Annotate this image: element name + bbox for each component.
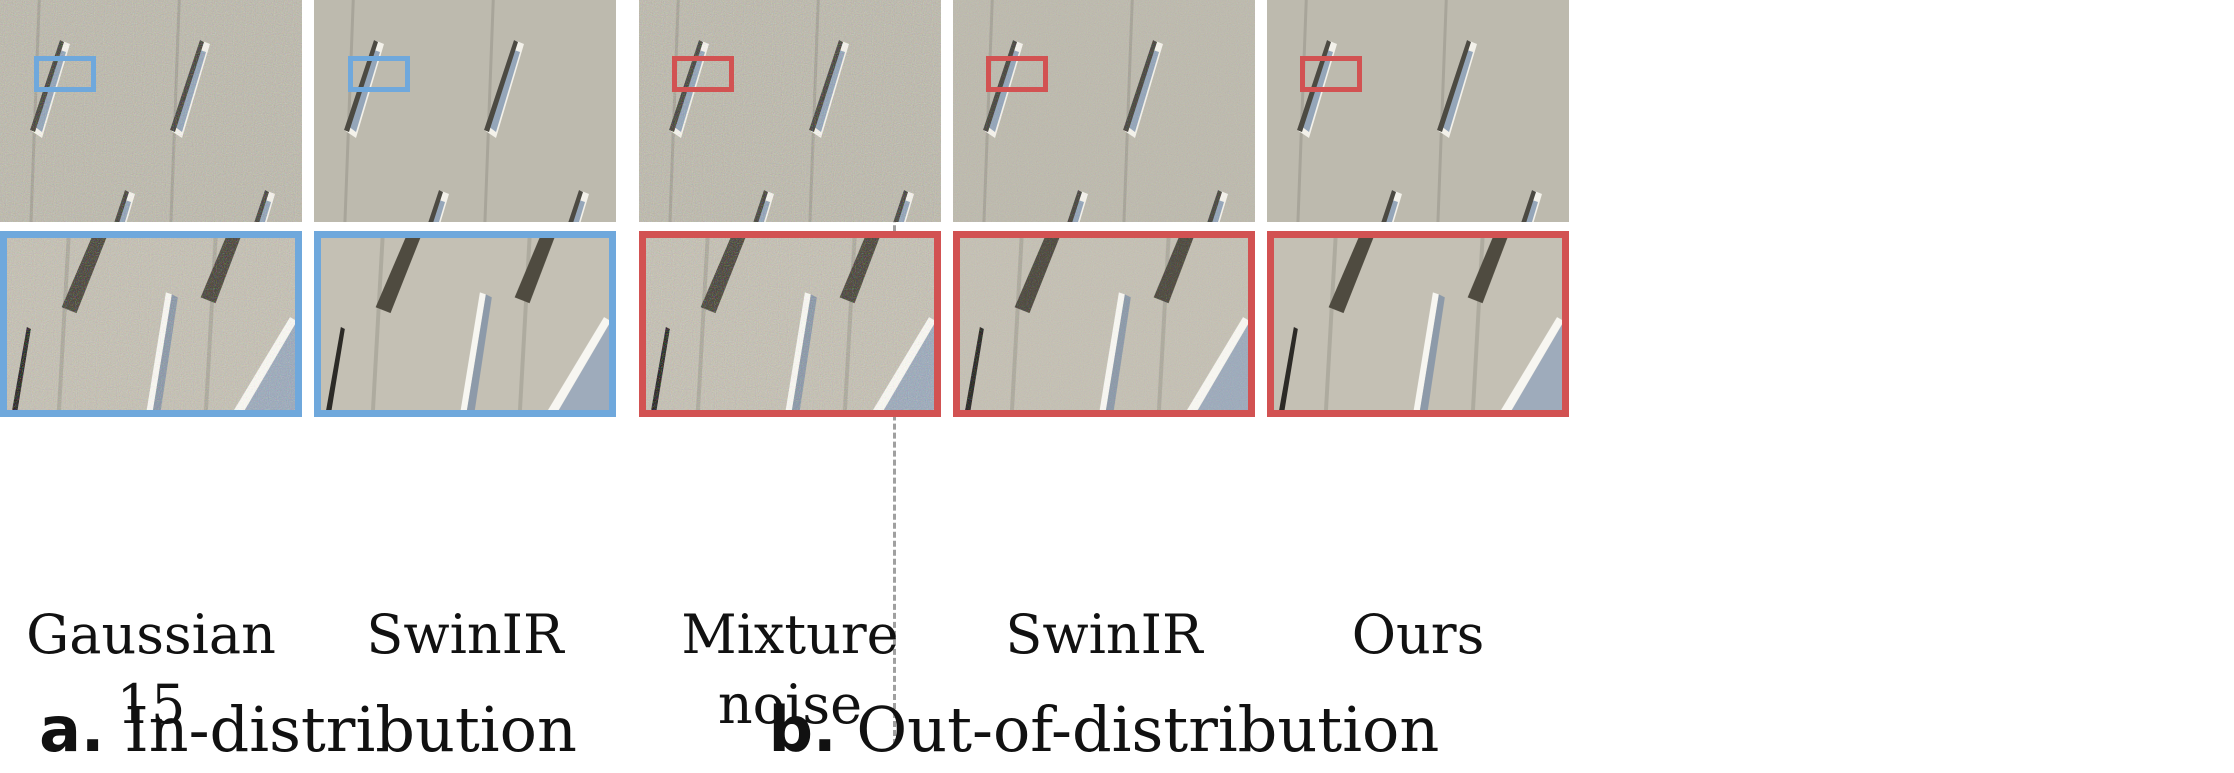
section-label-out-of-distribution: Out-of-distribution	[856, 693, 1440, 766]
roi-box-mixture-noise	[672, 56, 734, 92]
zoom-crop-gaussian-15	[0, 231, 302, 417]
output-image-swinir-in-distribution	[314, 0, 616, 222]
roi-box-ours	[1300, 56, 1362, 92]
output-image-swinir-out-of-distribution	[953, 0, 1255, 222]
caption-swinir-in-distribution: SwinIR	[366, 603, 564, 666]
zoom-crop-swinir-in-distribution	[314, 231, 616, 417]
roi-box-swinir-in-distribution	[348, 56, 410, 92]
zoom-crop-ours	[1267, 231, 1569, 417]
caption-ours: Ours	[1351, 603, 1485, 666]
roi-box-swinir-out-of-distribution	[986, 56, 1048, 92]
zoom-crop-swinir-out-of-distribution	[953, 231, 1255, 417]
section-title-in-distribution: a. In-distribution	[0, 690, 616, 770]
output-image-ours	[1267, 0, 1569, 222]
caption-gaussian-15: Gaussian 15	[26, 603, 276, 736]
roi-box-gaussian-15	[34, 56, 96, 92]
input-image-gaussian-15	[0, 0, 302, 222]
caption-swinir-out-of-distribution: SwinIR	[1005, 603, 1203, 666]
section-label-in-distribution: In-distribution	[124, 693, 577, 766]
section-title-out-of-distribution: b. Out-of-distribution	[639, 690, 1569, 770]
caption-mixture-noise: Mixture noise	[681, 603, 899, 736]
section-letter-a: a.	[39, 693, 105, 766]
zoom-crop-mixture-noise	[639, 231, 941, 417]
section-letter-b: b.	[768, 693, 837, 766]
input-image-mixture-noise	[639, 0, 941, 222]
